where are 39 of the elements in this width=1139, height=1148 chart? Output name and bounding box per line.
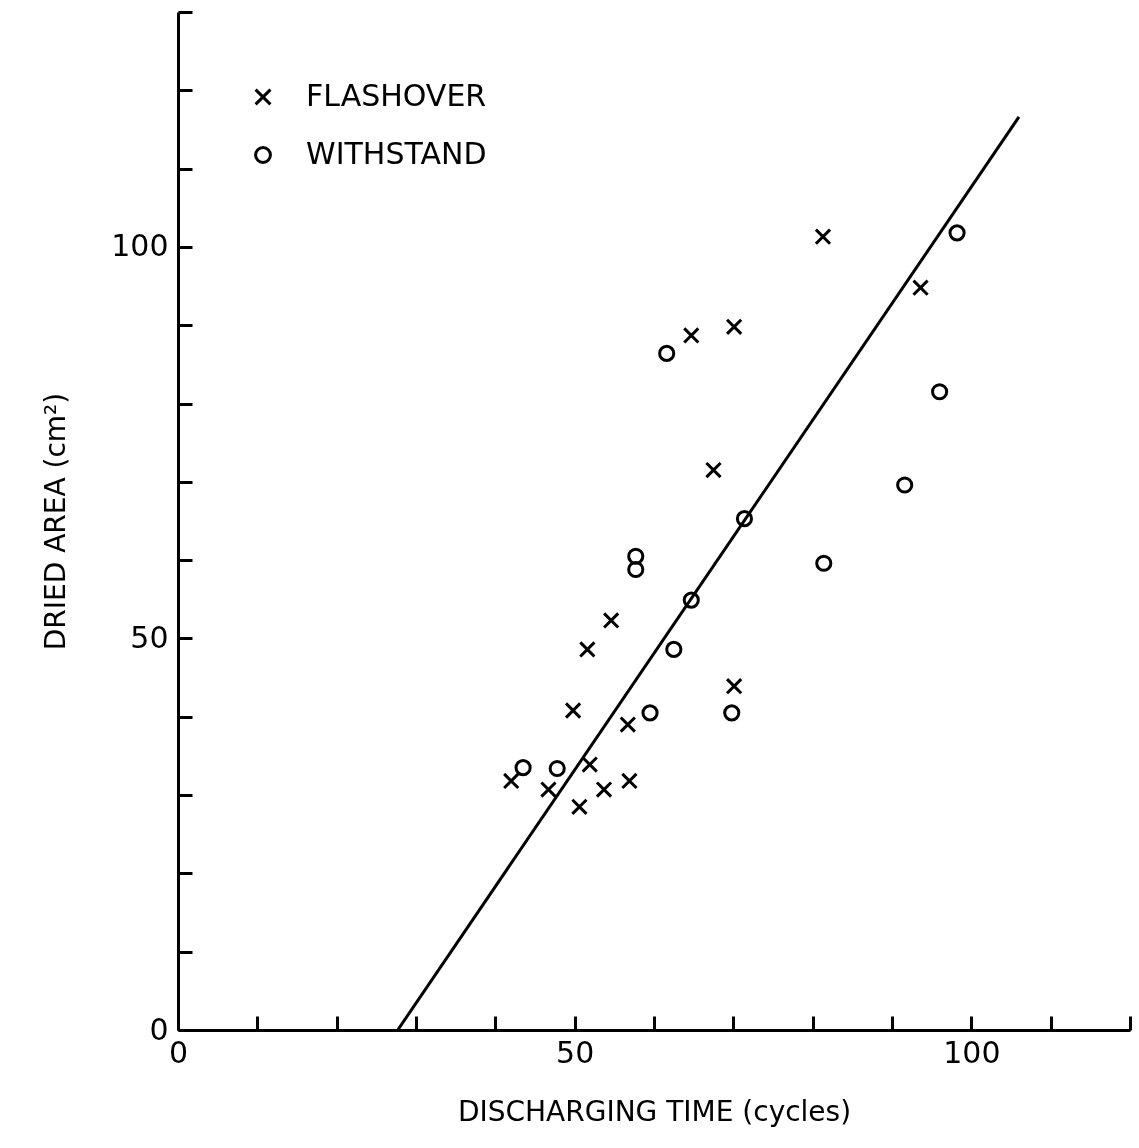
point [627,547,645,565]
point [619,716,637,734]
point [514,759,532,777]
point [815,554,833,572]
point [602,611,620,630]
point [911,279,930,297]
point [581,755,599,774]
point [682,591,700,609]
point [704,461,723,479]
point [931,383,949,401]
x-tick-label: 100 [943,1034,1001,1070]
y-tick-label: 50 [130,619,169,655]
point [548,759,566,778]
y-tick-label: 0 [149,1011,169,1047]
point [814,228,832,246]
point [620,772,638,790]
y-tick-label: 100 [111,228,169,264]
point [725,677,743,695]
point [539,781,558,799]
point [723,704,741,722]
point [896,476,914,494]
point [725,318,743,336]
point [735,510,754,528]
point [578,640,596,658]
point [665,640,683,658]
x-tick-label: 50 [556,1034,595,1070]
legend-label: FLASHOVER [306,78,487,113]
legend-label: WITHSTAND [306,136,487,171]
point [627,560,645,579]
point [595,781,613,799]
point [502,772,520,790]
point [682,326,700,344]
point [658,344,676,362]
y-axis-title: DRIED AREA (cm²) [39,392,73,651]
point [641,704,659,722]
x-axis-title: DISCHARGING TIME (cycles) [457,1094,852,1128]
point [570,798,588,816]
point [564,701,582,720]
point [948,224,966,242]
